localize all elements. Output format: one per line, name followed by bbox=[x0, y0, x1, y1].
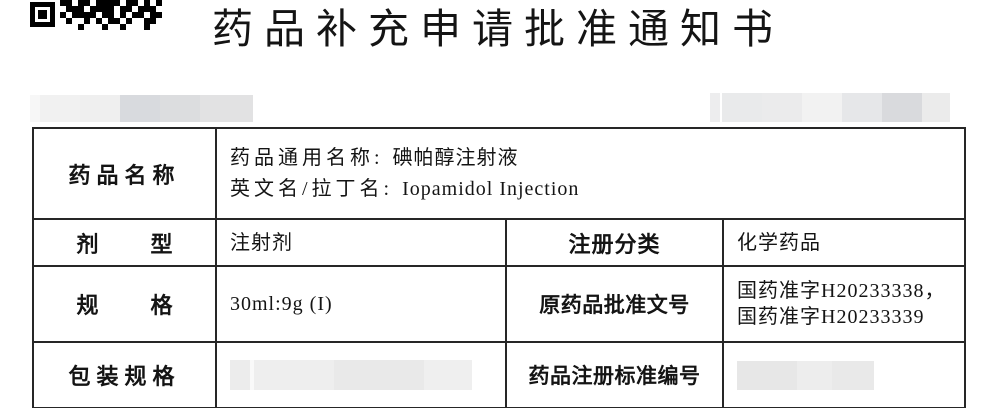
dosage-form-label: 剂型 bbox=[32, 218, 217, 267]
specification-value: 30ml:9g (I) bbox=[215, 265, 507, 343]
original-approval-number-label: 原药品批准文号 bbox=[505, 265, 724, 343]
original-approval-number-value: 国药准字H20233338，国药准字H20233339 bbox=[721, 265, 967, 343]
specification-label: 规格 bbox=[32, 265, 217, 343]
redacted-block-registration-standard bbox=[737, 360, 958, 390]
table-row-drug-name: 药品名称 药品通用名称: 碘帕醇注射液 英文名/拉丁名: Iopamidol Inj… bbox=[32, 127, 967, 220]
drug-generic-name-label: 药品通用名称: bbox=[230, 146, 384, 169]
registration-category-value: 化学药品 bbox=[721, 218, 967, 267]
table-row-dosage-form: 剂型 注射剂 注册分类 化学药品 bbox=[32, 218, 967, 267]
registration-category-label: 注册分类 bbox=[505, 218, 724, 267]
registration-standard-cell bbox=[721, 341, 967, 408]
drug-name-cell: 药品通用名称: 碘帕醇注射液 英文名/拉丁名: Iopamidol Injectio… bbox=[214, 127, 967, 220]
qr-modules bbox=[60, 0, 162, 30]
qr-finder-core bbox=[38, 10, 47, 19]
drug-generic-name-line: 药品通用名称: 碘帕醇注射液 bbox=[230, 143, 958, 174]
drug-english-name-line: 英文名/拉丁名: Iopamidol Injection bbox=[230, 174, 958, 205]
drug-english-name-label: 英文名/拉丁名: bbox=[230, 177, 394, 200]
page-title: 药品补充申请批准通知书 bbox=[212, 6, 784, 52]
table-row-specification: 规格 30ml:9g (I) 原药品批准文号 国药准字H20233338，国药准… bbox=[32, 265, 967, 343]
redacted-block-header-left bbox=[30, 95, 253, 122]
registration-standard-label: 药品注册标准编号 bbox=[505, 341, 724, 408]
dosage-form-value: 注射剂 bbox=[215, 218, 507, 267]
drug-generic-name-value: 碘帕醇注射液 bbox=[392, 146, 519, 169]
table-row-packaging: 包装规格 药品注册标准编号 bbox=[32, 341, 967, 408]
qr-code-fragment bbox=[30, 0, 162, 30]
drug-name-label: 药品名称 bbox=[32, 127, 217, 220]
redacted-block-header-right bbox=[710, 93, 950, 122]
drug-english-name-value: Iopamidol Injection bbox=[402, 177, 580, 200]
packaging-spec-label: 包装规格 bbox=[32, 341, 217, 408]
qr-finder-icon bbox=[30, 2, 55, 27]
redacted-block-packaging-spec bbox=[230, 360, 499, 390]
packaging-spec-cell bbox=[215, 341, 507, 408]
drug-info-table: 药品名称 药品通用名称: 碘帕醇注射液 英文名/拉丁名: Iopamidol Inj… bbox=[32, 127, 967, 408]
